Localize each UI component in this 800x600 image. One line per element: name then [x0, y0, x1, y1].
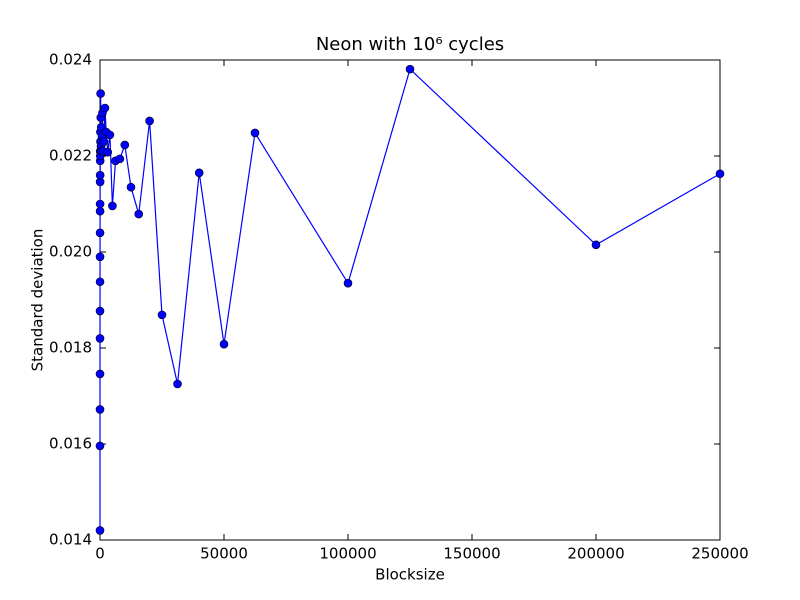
x-axis-label: Blocksize: [375, 566, 445, 584]
point: [157, 310, 167, 320]
point: [219, 339, 229, 349]
point: [715, 169, 725, 179]
point: [95, 306, 105, 316]
point: [99, 137, 109, 146]
point: [145, 116, 154, 126]
chart-title: Neon with 10⁶ cycles: [316, 34, 504, 55]
point: [95, 441, 105, 451]
y-tick-label: 0.014: [49, 531, 92, 549]
point: [95, 277, 105, 287]
y-tick-label: 0.018: [49, 339, 92, 357]
point: [134, 209, 144, 219]
y-axis-label: Standard deviation: [29, 229, 47, 372]
point: [108, 201, 117, 211]
point: [126, 182, 136, 192]
point: [103, 147, 113, 157]
x-tick-label: 150000: [443, 545, 500, 563]
series-line: [99, 68, 721, 531]
point: [95, 199, 105, 209]
point: [95, 526, 105, 535]
point: [95, 369, 105, 379]
point: [591, 240, 601, 250]
point: [115, 154, 125, 164]
y-tick-label: 0.024: [49, 51, 92, 69]
plot-frame: [99, 59, 721, 541]
point: [173, 379, 182, 389]
point: [95, 405, 105, 414]
x-tick-label: 200000: [567, 545, 624, 563]
point: [105, 130, 115, 140]
point: [95, 334, 105, 343]
x-tick-label: 0: [95, 545, 105, 563]
point: [95, 228, 105, 238]
point: [120, 140, 130, 150]
x-tick-label: 100000: [319, 545, 376, 563]
point: [100, 103, 110, 113]
x-tick-label: 250000: [691, 545, 748, 563]
point: [96, 89, 105, 98]
point: [194, 168, 204, 178]
y-tick-label: 0.022: [49, 147, 92, 165]
y-tick-label: 0.016: [49, 435, 92, 453]
point: [95, 252, 105, 262]
x-tick-label: 50000: [200, 545, 248, 563]
point: [95, 170, 105, 180]
point: [95, 206, 105, 216]
y-tick-label: 0.020: [49, 243, 92, 261]
point: [405, 64, 415, 74]
point: [343, 278, 353, 288]
point: [250, 128, 260, 138]
